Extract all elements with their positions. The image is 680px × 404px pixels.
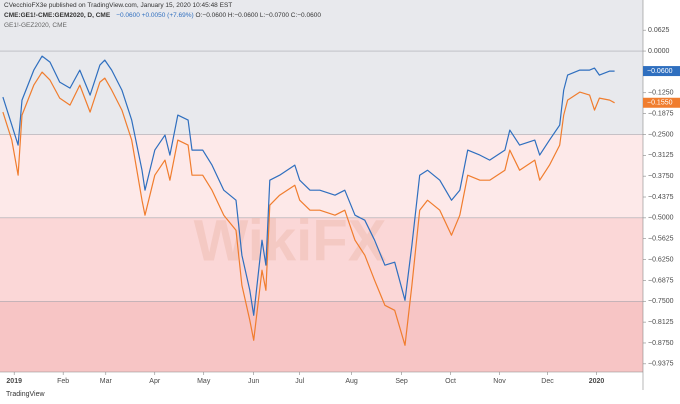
y-tick-label: −0.7500 xyxy=(648,298,674,305)
series-line xyxy=(2,55,615,316)
y-tick-label: −0.8125 xyxy=(648,319,674,326)
y-tick-label: 0.0000 xyxy=(648,48,670,55)
footer: TradingView xyxy=(6,391,45,398)
ohlc: O:−0.0600 H:−0.0600 L:−0.0700 C:−0.0600 xyxy=(195,12,321,19)
watermark: WikiFX xyxy=(194,208,387,273)
axis-panel xyxy=(643,0,680,372)
y-tick-label: −0.3750 xyxy=(648,173,674,180)
y-tick-label: −0.5625 xyxy=(648,236,674,243)
x-tick-label: Mar xyxy=(100,378,113,385)
x-tick-label: Oct xyxy=(445,378,456,385)
y-tick-label: −0.6250 xyxy=(648,256,674,263)
y-tick-label: −0.4375 xyxy=(648,194,674,201)
y-tick-label: −0.1250 xyxy=(648,90,674,97)
y-tick-label: 0.0625 xyxy=(648,27,670,34)
series-line xyxy=(2,71,615,346)
price-badge xyxy=(643,97,680,108)
x-tick-label: May xyxy=(197,378,211,385)
y-tick-label: −0.2500 xyxy=(648,131,674,138)
legend-entry: GE1!-GEZ2020, CME xyxy=(4,22,67,29)
price-badge-label: −0.0600 xyxy=(647,68,673,75)
legend-main: CME:GE1!-CME:GEM2020, D, CME −0.0600 +0.0… xyxy=(4,11,321,21)
publisher: CVecchioFX3e published on TradingView.co… xyxy=(4,2,233,9)
y-tick-label: −0.8750 xyxy=(648,340,674,347)
y-tick-label: −0.1875 xyxy=(648,110,674,117)
band xyxy=(0,134,643,218)
x-tick-label: Jun xyxy=(248,378,259,385)
y-tick-label: −0.9375 xyxy=(648,361,674,368)
x-tick-label: 2020 xyxy=(589,378,605,385)
y-tick-label: −0.5000 xyxy=(648,215,674,222)
x-tick-label: Dec xyxy=(541,378,554,385)
price-badge-label: −0.1550 xyxy=(647,100,673,107)
x-tick-label: Sep xyxy=(395,378,408,385)
x-tick-label: Jul xyxy=(295,378,304,385)
x-tick-label: Feb xyxy=(57,378,69,385)
x-tick-label: 2019 xyxy=(6,378,22,385)
price-badge xyxy=(643,66,680,77)
y-tick-label: −0.6875 xyxy=(648,277,674,284)
x-tick-label: Aug xyxy=(345,378,358,385)
y-tick-label: −0.3125 xyxy=(648,152,674,159)
header: CVecchioFX3e published on TradingView.co… xyxy=(4,1,321,31)
x-tick-label: Nov xyxy=(493,378,506,385)
band xyxy=(0,217,643,302)
x-tick-label: Apr xyxy=(149,378,161,385)
band xyxy=(0,0,643,135)
change: −0.0600 +0.0050 (+7.69%) xyxy=(116,12,194,19)
band xyxy=(0,301,643,372)
legend-entry: CME:GE1!-CME:GEM2020, D, CME xyxy=(4,12,111,19)
